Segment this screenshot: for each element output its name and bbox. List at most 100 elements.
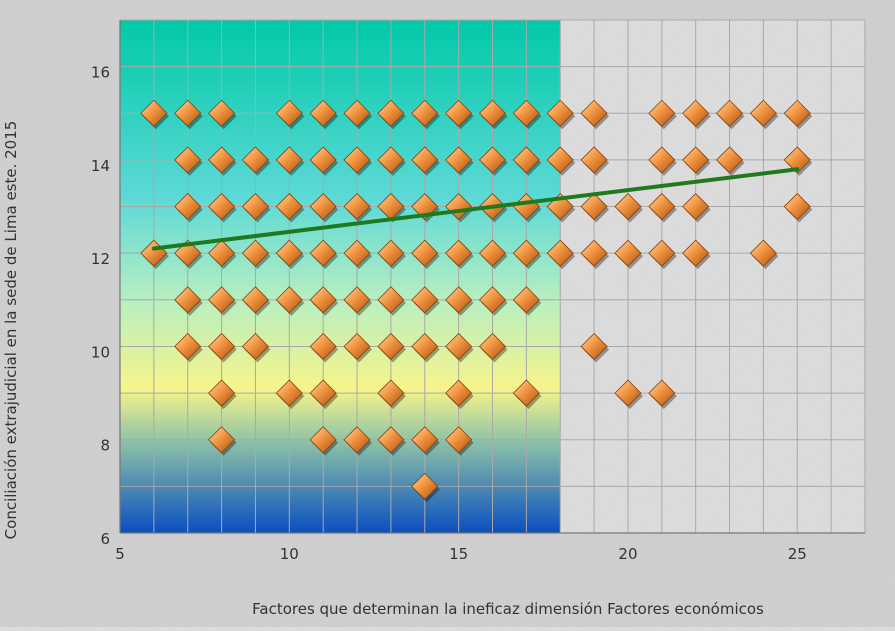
x-tick-label: 5: [115, 545, 125, 563]
x-tick-label: 10: [280, 545, 299, 563]
data-point: [309, 99, 337, 127]
data-point: [275, 146, 303, 174]
data-point: [682, 99, 710, 127]
data-point: [478, 146, 507, 174]
data-point: [208, 99, 236, 127]
data-point: [648, 146, 676, 174]
data-point: [682, 239, 710, 267]
data-point: [275, 379, 303, 407]
data-point: [241, 192, 270, 221]
data-point: [411, 426, 439, 454]
x-axis-ticks: 5 10 15 20 25: [115, 545, 807, 563]
data-point: [512, 286, 540, 314]
data-point: [512, 99, 540, 127]
data-point: [445, 286, 473, 314]
data-point: [309, 146, 337, 174]
data-point: [241, 332, 270, 361]
data-point: [343, 146, 371, 174]
data-point: [275, 239, 303, 267]
trendline-group: [151, 167, 800, 251]
data-point: [174, 99, 202, 127]
x-tick-label: 20: [618, 545, 637, 563]
data-point: [445, 426, 473, 454]
data-point: [343, 286, 371, 314]
data-point: [546, 146, 574, 174]
y-tick-label: 16: [91, 64, 110, 82]
data-point: [783, 99, 811, 127]
data-point: [208, 192, 236, 221]
data-point: [309, 239, 337, 267]
data-point: [715, 99, 744, 127]
data-point: [648, 99, 676, 127]
data-point: [241, 146, 270, 174]
data-point: [343, 192, 371, 221]
y-tick-label: 12: [91, 250, 110, 268]
data-point: [580, 146, 608, 174]
data-point: [445, 239, 473, 267]
data-point: [309, 192, 337, 221]
x-tick-label: 15: [449, 545, 468, 563]
data-point: [140, 99, 168, 127]
data-point: [377, 332, 405, 361]
y-tick-label: 10: [91, 343, 110, 361]
data-point: [512, 239, 540, 267]
data-point: [309, 379, 337, 407]
data-point: [546, 99, 574, 127]
data-point: [478, 99, 507, 127]
trendline: [151, 167, 800, 251]
data-point: [377, 426, 405, 454]
data-point: [478, 286, 507, 314]
data-point: [749, 239, 777, 267]
y-axis-ticks: 6 8 10 12 14 16: [91, 64, 110, 548]
data-point: [580, 99, 608, 127]
data-point: [682, 192, 710, 221]
data-point: [208, 426, 236, 454]
plot-gradient-fill: [120, 20, 561, 533]
data-point: [377, 146, 405, 174]
data-point: [478, 239, 507, 267]
data-point: [614, 379, 642, 407]
data-point: [411, 239, 439, 267]
data-point: [783, 192, 811, 221]
data-point: [343, 99, 371, 127]
data-point: [309, 426, 337, 454]
y-axis-label: Conciliación extrajudicial en la sede de…: [2, 121, 20, 540]
data-point: [377, 99, 405, 127]
data-point: [241, 286, 270, 314]
x-tick-label: 25: [788, 545, 807, 563]
data-point: [241, 239, 270, 267]
data-point: [275, 286, 303, 314]
data-point: [343, 239, 371, 267]
data-point: [614, 239, 642, 267]
data-point: [174, 192, 202, 221]
data-point: [783, 146, 811, 174]
data-point: [648, 379, 676, 407]
data-point: [377, 286, 405, 314]
data-point: [208, 239, 236, 267]
data-point: [208, 146, 236, 174]
data-point: [512, 146, 540, 174]
data-point: [343, 332, 371, 361]
data-point: [749, 99, 777, 127]
data-point: [580, 239, 608, 267]
data-point: [411, 472, 439, 500]
data-point: [309, 332, 337, 361]
y-tick-label: 6: [100, 530, 110, 548]
data-point: [614, 192, 642, 221]
data-point: [411, 99, 439, 127]
data-point: [445, 99, 473, 127]
x-axis-label: Factores que determinan la ineficaz dime…: [252, 600, 764, 618]
data-point: [174, 146, 202, 174]
data-point: [208, 286, 236, 314]
data-point: [377, 379, 405, 407]
data-point: [208, 332, 236, 361]
data-point: [411, 332, 439, 361]
data-point: [580, 332, 608, 361]
data-point: [648, 239, 676, 267]
data-point: [445, 332, 473, 361]
data-point: [275, 192, 303, 221]
data-point: [445, 146, 473, 174]
data-point: [377, 239, 405, 267]
data-point: [174, 286, 202, 314]
